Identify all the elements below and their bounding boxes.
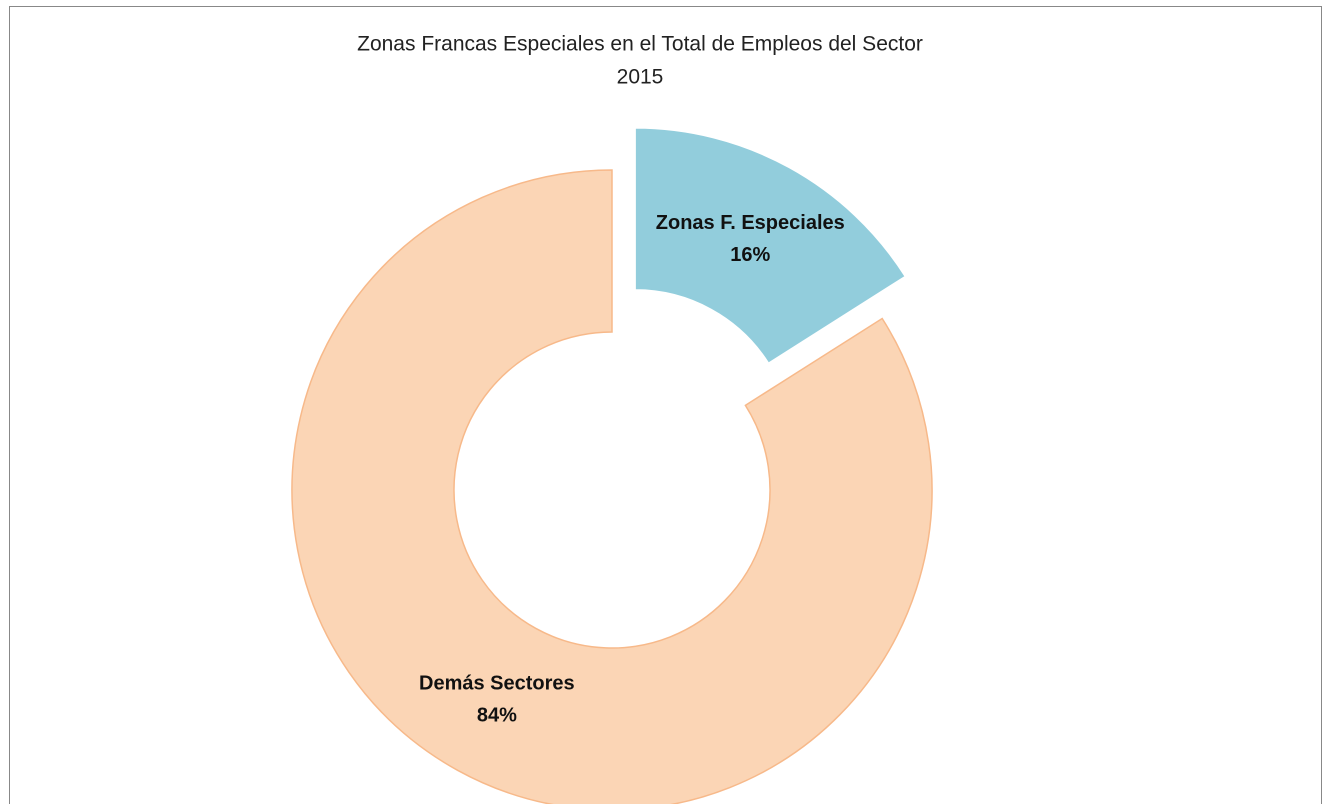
slice-category-label: Demás Sectores <box>419 673 575 695</box>
donut-slice <box>291 169 933 804</box>
donut-slice <box>634 127 907 365</box>
chart-title: Zonas Francas Especiales en el Total de … <box>357 33 923 56</box>
chart-subtitle: 2015 <box>617 66 664 89</box>
slice-value-label: 16% <box>730 244 770 266</box>
slice-category-label: Zonas F. Especiales <box>656 212 845 234</box>
slice-value-label: 84% <box>477 705 517 727</box>
